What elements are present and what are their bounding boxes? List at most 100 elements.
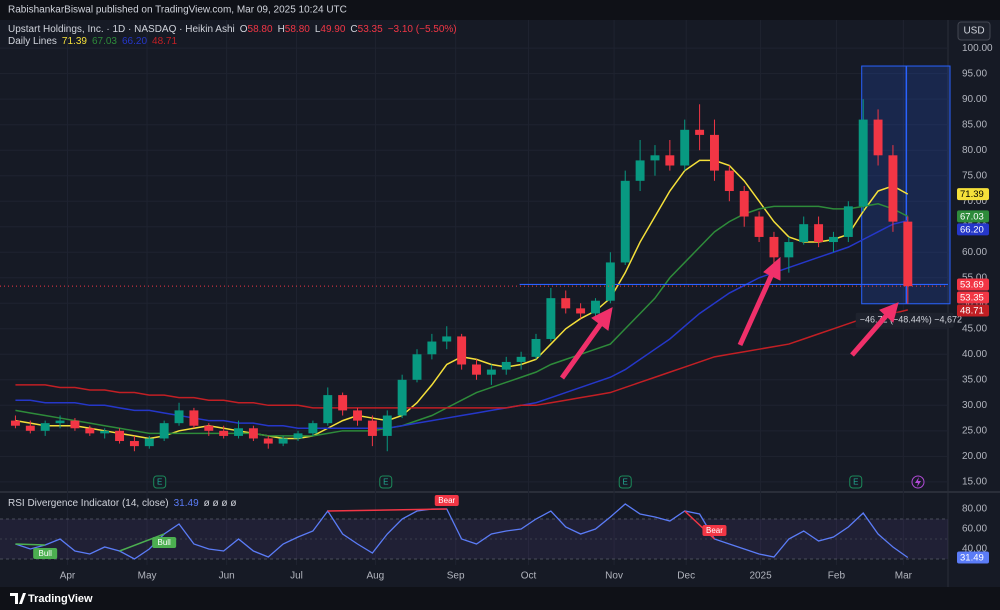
y-tick-label: 15.00 [962, 476, 987, 487]
rsi-legend: RSI Divergence Indicator (14, close) 31.4… [8, 498, 236, 509]
arrow-head [879, 302, 899, 323]
arrow [850, 314, 888, 357]
candle-body [442, 336, 452, 342]
candle-body [769, 236, 779, 258]
candle-body [382, 415, 392, 436]
currency[interactable]: USD [963, 26, 984, 37]
currency-button[interactable] [957, 21, 991, 41]
event-icon [849, 475, 863, 489]
divergence-line [15, 543, 46, 546]
candle-body [40, 423, 50, 431]
candle-body [843, 206, 853, 237]
event-icon [379, 475, 393, 489]
candle-body [695, 129, 705, 135]
price-tag-label: 71.39 [960, 189, 984, 200]
candle-body [129, 441, 139, 447]
dividend-bolt [915, 477, 921, 487]
candle-body [308, 423, 318, 434]
y-tick-label: 80.00 [962, 145, 987, 156]
price-tag [957, 210, 989, 223]
price-tag-label: 67.03 [960, 211, 984, 222]
x-tick-label: 2025 [749, 571, 772, 582]
candle-body [903, 221, 913, 287]
rsi-line [15, 503, 909, 560]
measure-label: −46.72 (−48.44%) −4,672 [860, 315, 962, 325]
dividend-icon[interactable] [911, 475, 925, 489]
candle-body [144, 438, 154, 447]
event-icon [153, 475, 167, 489]
candle-body [189, 410, 199, 426]
candle-body [323, 395, 333, 424]
price-tag [957, 278, 989, 291]
divergence-tag [33, 548, 58, 559]
candle-body [873, 119, 883, 156]
arrow-head [763, 256, 781, 281]
candle-body [278, 438, 288, 444]
moving-average [15, 309, 908, 409]
ohlc-key: L [315, 24, 321, 35]
candle-body [263, 438, 273, 444]
event-label: E [157, 478, 162, 487]
rsi-tick-label: 40.00 [962, 544, 987, 555]
candle-body [784, 242, 794, 258]
divergence-label: Bear [438, 496, 455, 505]
ohlc-value: 49.90 [320, 24, 345, 35]
logo-icon [10, 593, 26, 604]
candle-body [754, 216, 764, 237]
candle-body [234, 428, 243, 436]
candle-body [814, 224, 824, 243]
rsi-title: RSI Divergence Indicator (14, close) [8, 498, 169, 509]
rsi-tick-label: 60.00 [962, 524, 987, 535]
divergence-tag [152, 537, 177, 548]
price-tag [957, 223, 989, 236]
x-tick-label: Jul [290, 571, 303, 582]
candle-body [680, 129, 690, 166]
overlay-name: Daily Lines [8, 36, 57, 47]
candle-body [828, 236, 838, 243]
candle-body [293, 433, 303, 439]
candle-body [219, 430, 229, 436]
event-label: E [853, 478, 858, 487]
annotation-arrows [559, 256, 899, 380]
candle-body [115, 430, 125, 442]
candle-body [605, 262, 615, 301]
candle-body [546, 298, 556, 339]
x-tick-label: May [138, 571, 157, 582]
publisher: RabishankarBiswal published on TradingVi… [8, 5, 347, 16]
y-tick-label: 100.00 [962, 43, 993, 54]
candle-body [739, 191, 749, 217]
y-tick-label: 70.00 [962, 196, 987, 207]
candle-body [650, 155, 660, 161]
candle-body [10, 420, 20, 426]
arrow-head [591, 307, 613, 331]
price-tag-label: 53.69 [960, 279, 984, 290]
candle-body [591, 300, 600, 314]
y-tick-label: 30.00 [962, 400, 987, 411]
x-tick-label: Dec [677, 571, 695, 582]
divergence-label: Bear [706, 526, 723, 535]
x-tick-label: Feb [828, 571, 846, 582]
y-tick-label: 60.00 [962, 247, 987, 258]
candle-body [486, 369, 496, 375]
overlay-legend: Daily Lines 71.39 67.03 66.20 48.71 [8, 36, 177, 47]
ohlc-key: O [240, 24, 248, 35]
candle-body [858, 119, 868, 207]
price-tag-label: 48.71 [960, 305, 984, 316]
event-icon [618, 475, 632, 489]
y-tick-label: 75.00 [962, 170, 987, 181]
candle-body [85, 428, 95, 434]
candle-body [472, 364, 481, 375]
price-tag [957, 188, 989, 201]
candle-body [620, 180, 630, 263]
overlay-value: 71.39 [62, 36, 87, 47]
price-tag-label: 66.20 [960, 224, 984, 235]
divergence-tag [702, 525, 727, 536]
plot: 15.0020.0025.0030.0035.0040.0045.0050.00… [0, 20, 993, 582]
rsi-flags: ø ø ø ø [204, 498, 237, 509]
candle-body [724, 170, 734, 192]
y-tick-label: 95.00 [962, 68, 987, 79]
rsi-tag-label: 31.49 [960, 553, 984, 564]
candle-body [174, 410, 184, 424]
y-tick-label: 40.00 [962, 349, 987, 360]
arrow [559, 320, 605, 380]
